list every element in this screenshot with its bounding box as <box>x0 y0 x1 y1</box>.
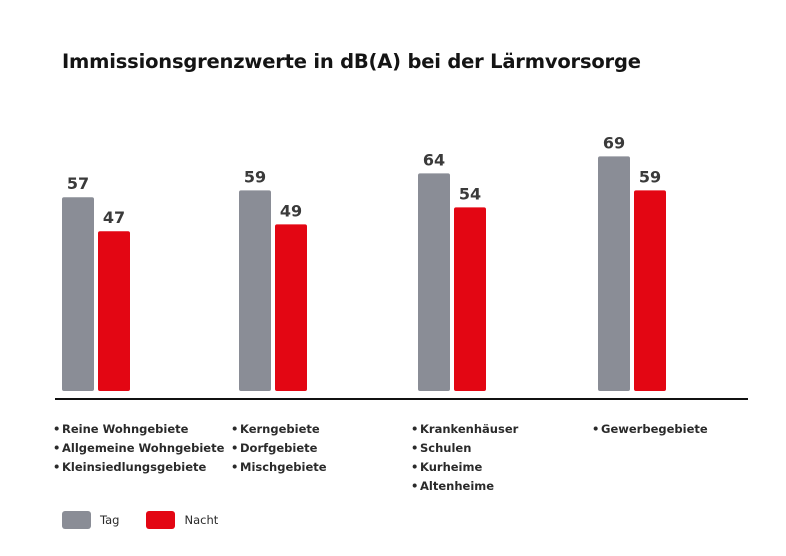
value-label-nacht-4: 59 <box>639 167 661 186</box>
category-item: Altenheime <box>411 477 518 496</box>
value-label-nacht-2: 49 <box>280 201 302 220</box>
legend: Tag Nacht <box>62 511 245 529</box>
bar-tag-3 <box>418 173 450 391</box>
value-label-tag-1: 57 <box>67 174 89 193</box>
category-item: Kerngebiete <box>231 420 327 439</box>
legend-item-nacht: Nacht <box>146 511 218 529</box>
bar-tag-2 <box>239 190 271 391</box>
category-group-4: Gewerbegebiete <box>592 420 708 439</box>
category-item: Dorfgebiete <box>231 439 327 458</box>
category-item: Schulen <box>411 439 518 458</box>
bar-nacht-3 <box>454 207 486 391</box>
legend-swatch-tag <box>62 511 91 529</box>
value-labels-group: 57 59 64 69 47 49 54 59 <box>67 133 661 227</box>
legend-item-tag: Tag <box>62 511 119 529</box>
value-label-tag-3: 64 <box>423 150 445 169</box>
category-item: Gewerbegebiete <box>592 420 708 439</box>
value-label-nacht-3: 54 <box>459 184 481 203</box>
category-item: Krankenhäuser <box>411 420 518 439</box>
value-label-tag-4: 69 <box>603 133 625 152</box>
category-group-2: KerngebieteDorfgebieteMischgebiete <box>231 420 327 477</box>
legend-label-nacht: Nacht <box>184 513 219 527</box>
bar-nacht-2 <box>275 224 307 391</box>
category-item: Mischgebiete <box>231 458 327 477</box>
category-group-1: Reine WohngebieteAllgemeine WohngebieteK… <box>53 420 224 477</box>
category-item: Allgemeine Wohngebiete <box>53 439 224 458</box>
chart-title: Immissionsgrenzwerte in dB(A) bei der Lä… <box>62 50 641 73</box>
legend-label-tag: Tag <box>100 513 120 527</box>
bar-tag-1 <box>62 197 94 391</box>
category-group-3: KrankenhäuserSchulenKurheimeAltenheime <box>411 420 518 496</box>
legend-swatch-nacht <box>146 511 176 529</box>
category-item: Kurheime <box>411 458 518 477</box>
category-item: Kleinsiedlungsgebiete <box>53 458 224 477</box>
value-label-nacht-1: 47 <box>103 208 125 227</box>
bar-nacht-1 <box>98 231 130 391</box>
bars-group <box>62 156 666 391</box>
bar-tag-4 <box>598 156 630 391</box>
category-item: Reine Wohngebiete <box>53 420 224 439</box>
value-label-tag-2: 59 <box>244 167 266 186</box>
bar-nacht-4 <box>634 190 666 391</box>
